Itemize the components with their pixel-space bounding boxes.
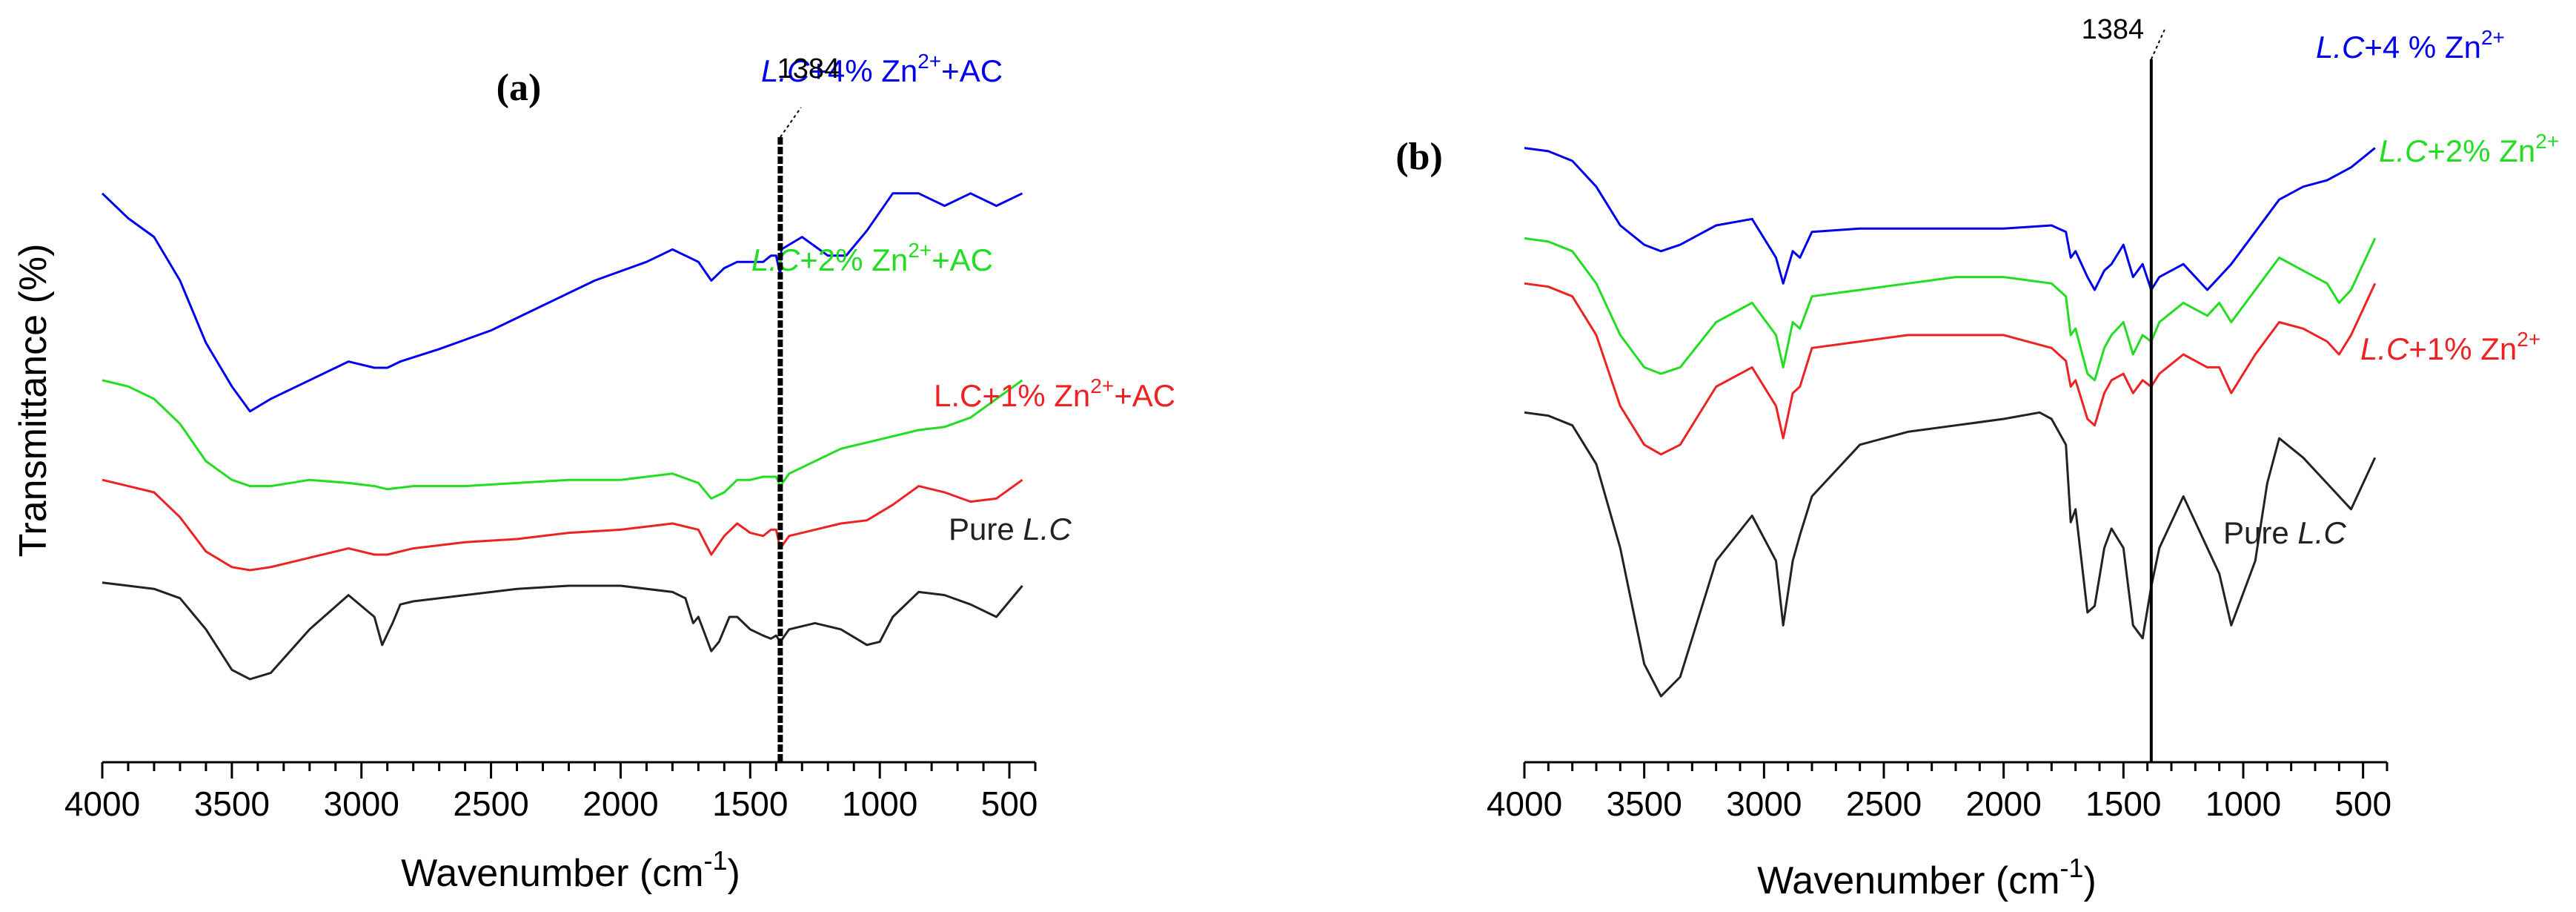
x-tick-label: 3000 <box>324 784 399 823</box>
marker-label: 1384 <box>2082 14 2145 45</box>
series-label-2: L.C+2% Zn2++AC <box>751 239 993 277</box>
panel-label: (b) <box>1395 136 1443 178</box>
series-label-3: L.C+1% Zn2++AC <box>934 374 1175 413</box>
x-tick-label: 2500 <box>1846 784 1922 823</box>
x-tick-label: 1000 <box>842 784 917 823</box>
x-tick-label: 1500 <box>2085 784 2161 823</box>
series-line-2 <box>102 379 1023 500</box>
series-line-3 <box>102 478 1023 572</box>
marker-leader <box>780 107 802 138</box>
series-line-3 <box>1524 282 2377 456</box>
series-label-4: Pure L.C <box>2223 515 2346 550</box>
panel-b: 4000 3500 3000 2500 2000 1500 1000 500 Wavenumbe… <box>1395 14 2559 902</box>
panel-a: 4000 3500 3000 2500 2000 1500 1000 500 Wavenumbe… <box>12 50 1175 895</box>
x-tick-label: 2000 <box>582 784 658 823</box>
x-tick-label: 500 <box>981 784 1038 823</box>
series-label-2: L.C+2% Zn2+ <box>2379 130 2559 168</box>
x-tick-label: 4000 <box>64 784 140 823</box>
series-label-1: L.C+4% Zn2++AC <box>761 50 1003 88</box>
series-label-4: Pure L.C <box>949 512 1072 546</box>
x-tick-label: 2000 <box>1965 784 2041 823</box>
panel-label: (a) <box>497 67 542 109</box>
x-axis-title: Wavenumber (cm-1) <box>401 845 740 895</box>
series-line-1 <box>101 192 1023 413</box>
x-tick-label: 2500 <box>453 784 528 823</box>
series-label-3: L.C+1% Zn2+ <box>2360 328 2540 366</box>
x-tick-label: 1500 <box>712 784 788 823</box>
x-tick-label: 3500 <box>1606 784 1682 823</box>
x-axis-title: Wavenumber (cm-1) <box>1757 853 2097 902</box>
series-line-2 <box>1524 237 2377 382</box>
series-line-4 <box>102 581 1023 681</box>
series-line-1 <box>1524 147 2376 291</box>
series-line-4 <box>1524 411 2377 698</box>
x-tick-label: 1000 <box>2205 784 2281 823</box>
x-tick-label: 3000 <box>1726 784 1802 823</box>
marker-label: 1384 <box>777 53 840 85</box>
x-tick-label: 3500 <box>194 784 270 823</box>
marker-leader <box>2150 29 2165 60</box>
y-axis-title: Transmittance (%) <box>12 244 55 558</box>
x-tick-label: 500 <box>2334 784 2391 823</box>
series-label-1: L.C+4 % Zn2+ <box>2316 26 2505 65</box>
x-tick-label: 4000 <box>1487 784 1562 823</box>
